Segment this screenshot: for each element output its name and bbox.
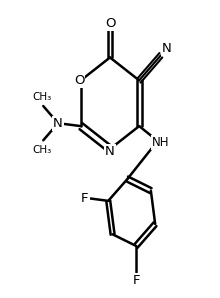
Text: O: O	[105, 17, 115, 30]
Text: CH₃: CH₃	[32, 91, 51, 102]
Text: N: N	[162, 42, 172, 55]
Text: CH₃: CH₃	[32, 145, 51, 155]
Text: F: F	[81, 192, 88, 205]
Text: NH: NH	[152, 136, 169, 149]
Text: N: N	[53, 117, 63, 130]
Text: N: N	[105, 145, 115, 158]
Text: F: F	[132, 274, 140, 287]
Text: O: O	[74, 74, 84, 87]
